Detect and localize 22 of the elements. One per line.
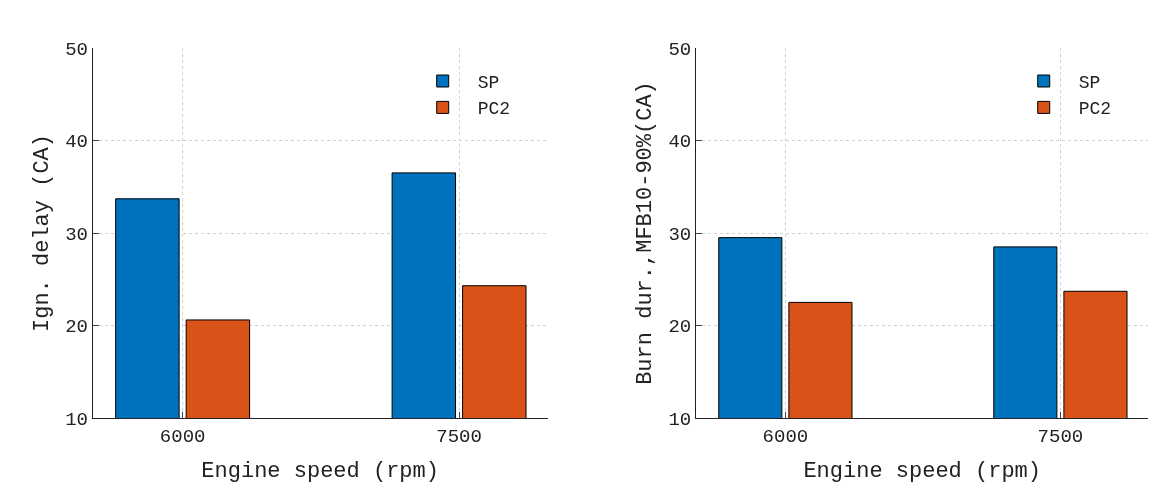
x-tick-label: 6000 — [762, 425, 809, 448]
y-tick-label: 10 — [668, 408, 692, 431]
y-tick-label: 40 — [65, 131, 88, 154]
y-tick-label: 20 — [65, 316, 88, 339]
x-tick-label: 7500 — [436, 425, 482, 448]
y-tick-label: 20 — [668, 316, 692, 339]
x-tick-label: 7500 — [1037, 425, 1084, 448]
legend-label: PC2 — [1078, 99, 1112, 120]
y-axis-title: Burn dur.,MFB10-90%(CA) — [633, 81, 659, 385]
y-tick-label: 50 — [65, 38, 88, 61]
y-tick-label: 10 — [65, 408, 88, 431]
y-tick-label: 30 — [65, 223, 88, 246]
y-axis-title: Ign. delay (CA) — [29, 133, 55, 333]
y-tick-label: 40 — [668, 131, 692, 154]
legend-label: SP — [477, 73, 500, 94]
x-tick-label: 6000 — [159, 425, 206, 448]
legend-label: PC2 — [477, 99, 511, 120]
y-tick-label: 50 — [668, 38, 692, 61]
x-axis-title: Engine speed (rpm) — [803, 458, 1042, 484]
legend-label: SP — [1078, 73, 1101, 94]
y-tick-label: 30 — [668, 223, 692, 246]
x-axis-title: Engine speed (rpm) — [201, 458, 439, 484]
